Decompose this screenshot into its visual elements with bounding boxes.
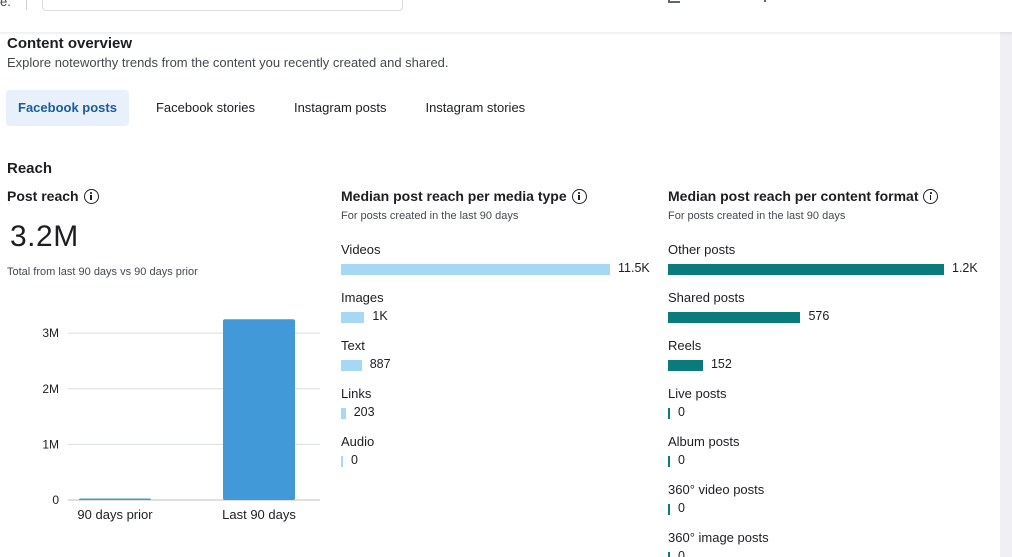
top-bar-divider [26, 0, 27, 10]
bar-list-label: Reels [668, 338, 702, 353]
bar-list-item: Audio 0 [341, 434, 661, 482]
bar-list-bar[interactable] [668, 552, 670, 557]
bar-list-value: 0 [678, 501, 685, 515]
y-tick-label: 0 [52, 493, 59, 507]
bar-list-item: Shared posts 576 [668, 290, 988, 338]
info-icon[interactable] [571, 188, 587, 204]
bar-list-value: 0 [678, 405, 685, 419]
bar-list-label: Audio [341, 434, 375, 449]
media-type-subtitle: For posts created in the last 90 days [341, 210, 519, 222]
bar-list-bar[interactable] [668, 264, 944, 275]
bar-list-bar[interactable] [668, 504, 670, 515]
bar-list-label: Live posts [668, 386, 727, 401]
post-reach-value: 3.2M [10, 220, 79, 253]
content-overview-panel: Content overview Explore noteworthy tren… [0, 32, 1000, 557]
bar-list-bar[interactable] [341, 360, 362, 371]
bar-list-value: 0 [678, 549, 685, 557]
y-tick-label: 3M [42, 326, 59, 340]
post-reach-title: Post reach [7, 188, 99, 204]
bar-list-label: Album posts [668, 434, 740, 449]
bar-list-item: Images 1K [341, 290, 661, 338]
bar-list-bar[interactable] [341, 456, 343, 467]
tab-facebook-posts[interactable]: Facebook posts [6, 90, 129, 126]
bar-list-item: Reels 152 [668, 338, 988, 386]
bar-list-value: 11.5K [618, 261, 650, 275]
bar-list-value: 887 [369, 357, 391, 371]
bar-list-label: Text [341, 338, 365, 353]
bar-list-label: Images [341, 290, 384, 305]
bar-list-bar[interactable] [341, 312, 365, 323]
top-bar-cut-text: e. [0, 0, 11, 9]
page-title: Content overview [7, 35, 133, 52]
bar-list-label: Videos [341, 242, 381, 257]
bar-list-value: 203 [353, 405, 375, 419]
search-input[interactable] [42, 0, 403, 11]
tab-facebook-stories[interactable]: Facebook stories [155, 100, 255, 115]
bar-list-value: 0 [351, 453, 358, 467]
info-icon[interactable] [83, 188, 99, 204]
bar-list-value: 576 [808, 309, 830, 323]
content-tabs: Facebook posts Facebook stories Instagra… [6, 90, 552, 126]
bar-list-item: Links 203 [341, 386, 661, 434]
chart-bar[interactable] [79, 498, 151, 501]
reach-section-title: Reach [7, 160, 53, 177]
bar-list-bar[interactable] [668, 456, 670, 467]
bar-list-item: 360° image posts 0 [668, 530, 988, 557]
bar-list-item: Text 887 [341, 338, 661, 386]
bar-list-bar[interactable] [668, 408, 670, 419]
menu-icon[interactable] [668, 0, 680, 3]
post-reach-title-text: Post reach [7, 188, 79, 204]
post-reach-chart: 0 1M 2M 3M 90 days prior Last 90 days [42, 319, 320, 522]
media-type-title: Median post reach per media type [341, 188, 587, 204]
content-format-title: Median post reach per content format [668, 188, 939, 204]
y-tick-label: 2M [42, 382, 59, 396]
content-format-title-text: Median post reach per content format [668, 188, 919, 204]
scrollbar[interactable] [1000, 32, 1012, 557]
y-tick-label: 1M [42, 437, 59, 451]
bar-list-bar[interactable] [668, 360, 703, 371]
bar-list-value: 1.2K [952, 261, 978, 275]
tab-instagram-stories[interactable]: Instagram stories [425, 100, 526, 115]
dropdown-icon[interactable] [762, 0, 766, 2]
bar-list-item: Other posts 1.2K [668, 242, 988, 290]
bar-list-label: Links [341, 386, 372, 401]
chart-bar[interactable] [223, 319, 295, 500]
info-icon[interactable] [923, 188, 939, 204]
bar-list-label: Shared posts [668, 290, 745, 305]
bar-list-bar[interactable] [341, 264, 610, 275]
bar-list-item: Videos 11.5K [341, 242, 661, 290]
top-bar: e. [0, 0, 1012, 32]
bar-list-bar[interactable] [341, 408, 346, 419]
media-type-title-text: Median post reach per media type [341, 188, 567, 204]
post-reach-caption: Total from last 90 days vs 90 days prior [7, 266, 198, 278]
bar-list-label: 360° video posts [668, 482, 765, 497]
bar-list-value: 152 [710, 357, 732, 371]
bar-list-value: 1K [372, 309, 388, 323]
bar-list-label: 360° image posts [668, 530, 769, 545]
bar-list-item: Live posts 0 [668, 386, 988, 434]
bar-list-value: 0 [678, 453, 685, 467]
page-subtitle: Explore noteworthy trends from the conte… [7, 55, 449, 70]
bar-list-item: 360° video posts 0 [668, 482, 988, 530]
content-format-subtitle: For posts created in the last 90 days [668, 210, 846, 222]
bar-list-item: Album posts 0 [668, 434, 988, 482]
bar-list-label: Other posts [668, 242, 736, 257]
bar-list-bar[interactable] [668, 312, 801, 323]
x-tick-label: 90 days prior [77, 507, 153, 522]
x-tick-label: Last 90 days [222, 507, 296, 522]
tab-instagram-posts[interactable]: Instagram posts [293, 100, 387, 115]
